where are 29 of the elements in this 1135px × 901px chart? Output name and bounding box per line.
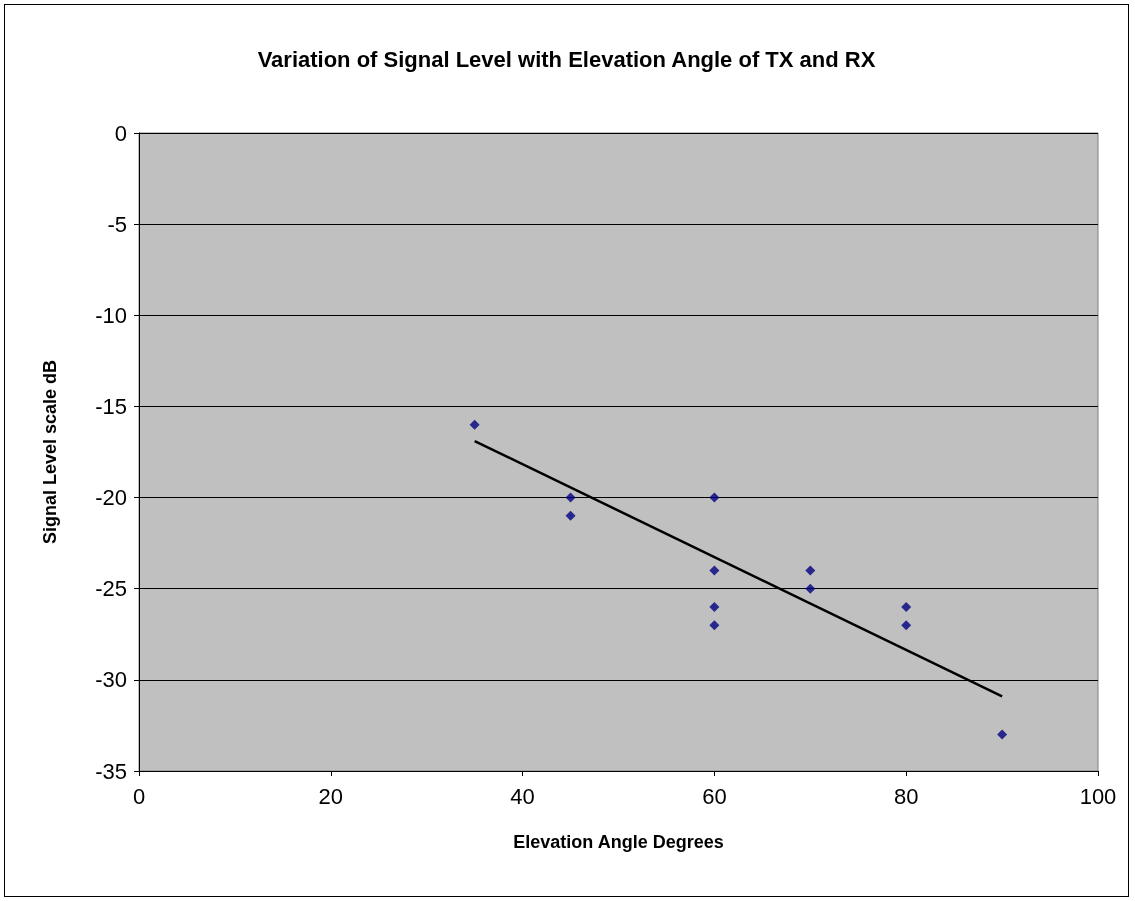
point [805, 583, 816, 594]
x-tick-label: 40 [510, 783, 535, 809]
y-tick-label: -20 [95, 485, 127, 511]
y-axis-title: Signal Level scale dB [40, 359, 60, 545]
y-tick-label: -25 [95, 576, 127, 602]
point [565, 492, 576, 503]
y-tick-label: -15 [95, 393, 127, 419]
x-tick-label: 100 [1079, 783, 1117, 809]
x-tick-label: 60 [702, 783, 727, 809]
point [901, 620, 912, 631]
x-tick-label: 20 [318, 783, 344, 809]
y-tick-label: -35 [95, 758, 127, 784]
chart-title: Variation of Signal Level with Elevation Angle of TX and RX [257, 46, 876, 72]
point [709, 620, 720, 631]
point [709, 601, 720, 612]
x-axis-title: Elevation Angle Degrees [513, 832, 724, 852]
point [901, 601, 912, 612]
point [709, 565, 720, 576]
point [805, 565, 816, 576]
x-tick-label: 0 [132, 783, 146, 809]
point [565, 510, 576, 521]
point [469, 419, 480, 430]
y-tick-label: -30 [95, 667, 127, 693]
y-tick-label: -5 [107, 211, 127, 237]
y-tick-label: -10 [95, 302, 127, 328]
x-tick-label: 80 [893, 783, 919, 809]
point [709, 492, 720, 503]
y-tick-label: 0 [114, 120, 127, 146]
point [997, 729, 1008, 740]
